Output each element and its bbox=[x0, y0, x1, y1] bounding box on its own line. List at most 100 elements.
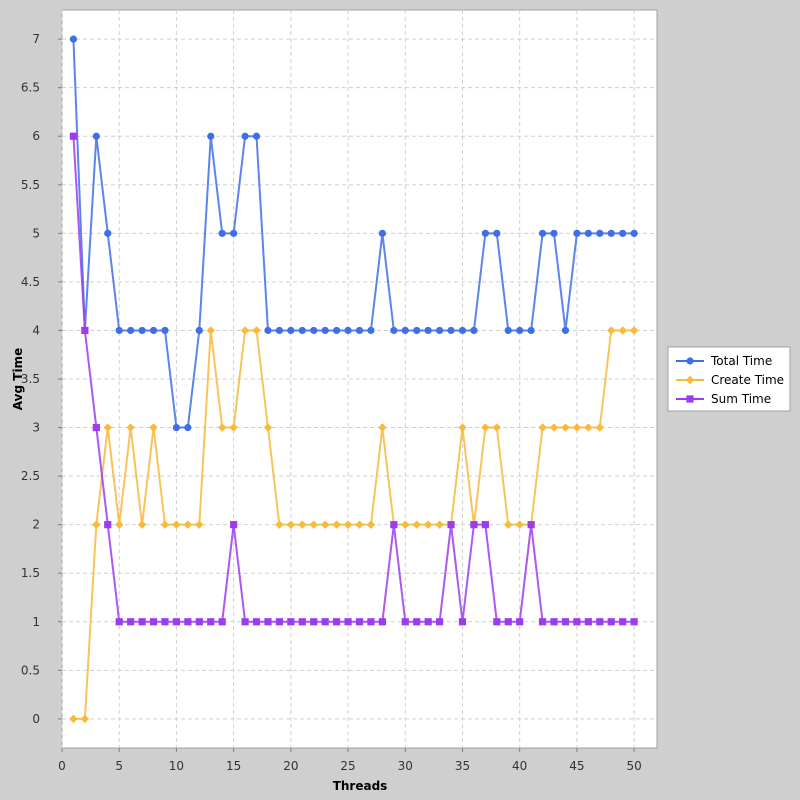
create-time-point bbox=[515, 520, 524, 529]
total-time-point bbox=[378, 229, 386, 237]
total-time-point bbox=[596, 229, 604, 237]
create-time-point bbox=[492, 423, 502, 432]
create-time-point bbox=[629, 326, 639, 335]
sum-time-point bbox=[230, 521, 238, 529]
sum-time-point bbox=[195, 618, 203, 626]
total-time-point bbox=[321, 326, 329, 335]
create-time-point bbox=[275, 520, 284, 529]
create-time-point bbox=[92, 520, 101, 529]
total-time-point bbox=[630, 229, 638, 237]
create-time-point bbox=[378, 423, 387, 432]
sum-time-point bbox=[413, 618, 421, 626]
sum-time-point bbox=[458, 618, 467, 626]
total-time-point bbox=[470, 326, 478, 335]
y-tick-label: 2.5 bbox=[21, 469, 40, 483]
sum-time-point bbox=[69, 132, 78, 140]
create-time-point bbox=[584, 423, 593, 432]
create-time-point bbox=[263, 423, 273, 432]
create-time-point bbox=[229, 423, 238, 432]
sum-time-point bbox=[447, 521, 455, 529]
total-time-point bbox=[218, 229, 226, 237]
total-time-point bbox=[161, 326, 169, 335]
sum-time-point bbox=[115, 618, 123, 626]
y-tick-label: 6 bbox=[32, 129, 40, 143]
create-time-point bbox=[298, 520, 307, 529]
create-time-point bbox=[252, 326, 261, 335]
y-tick-label: 7 bbox=[32, 32, 40, 46]
x-tick-label: 5 bbox=[115, 759, 123, 773]
y-tick-label: 6.5 bbox=[21, 81, 40, 95]
create-time-point bbox=[561, 423, 570, 432]
y-tick-label: 3.5 bbox=[21, 372, 40, 386]
total-time-point bbox=[275, 326, 284, 335]
y-tick-label: 2 bbox=[32, 518, 40, 532]
total-time-point bbox=[310, 326, 318, 335]
total-time-point bbox=[264, 326, 272, 335]
sum-time-point bbox=[275, 618, 284, 626]
total-time-point bbox=[493, 229, 501, 237]
sum-time-point bbox=[378, 618, 386, 626]
create-time-point bbox=[126, 423, 135, 432]
create-time-point bbox=[332, 520, 341, 529]
x-tick-label: 40 bbox=[512, 759, 527, 773]
total-time-point bbox=[516, 326, 524, 335]
total-time-point bbox=[584, 229, 592, 237]
create-time-point bbox=[206, 326, 215, 335]
sum-time-point bbox=[104, 521, 112, 529]
sum-time-point bbox=[298, 618, 306, 626]
sum-time-point bbox=[516, 618, 524, 626]
sum-time-point bbox=[207, 618, 215, 626]
sum-time-point bbox=[630, 618, 638, 626]
total-time-point bbox=[561, 326, 570, 335]
create-time-point bbox=[149, 423, 158, 432]
total-time-point bbox=[127, 326, 135, 335]
axes: 0 5 10 15 20 25 30 35 40 45 50 0 0.5 1 1.5 2 2.5 3 3.5 4 4.5… bbox=[21, 32, 642, 773]
sum-time-point bbox=[538, 618, 547, 626]
total-time-point bbox=[149, 326, 158, 335]
sum-time-point bbox=[561, 618, 570, 626]
legend-label: Sum Time bbox=[711, 392, 771, 406]
legend-swatch-marker bbox=[685, 375, 695, 385]
create-time-point bbox=[343, 520, 353, 529]
total-time-point bbox=[69, 35, 78, 43]
sum-time-point bbox=[619, 618, 627, 626]
legend-item-create-time: Create Time bbox=[676, 373, 784, 387]
legend-item-total-time: Total Time bbox=[676, 354, 772, 368]
create-time-point bbox=[572, 423, 582, 432]
create-time-point bbox=[115, 520, 124, 529]
create-time-point bbox=[366, 520, 376, 529]
sum-time-point bbox=[584, 618, 592, 626]
legend-swatch-marker bbox=[686, 357, 694, 365]
sum-time-point bbox=[92, 423, 100, 432]
total-time-point bbox=[573, 229, 581, 237]
create-time-point bbox=[355, 520, 364, 529]
create-time-point bbox=[607, 326, 616, 335]
x-tick-label: 0 bbox=[58, 759, 66, 773]
y-tick-label: 4.5 bbox=[21, 275, 40, 289]
sum-time-point bbox=[287, 618, 295, 626]
sum-time-point bbox=[138, 618, 146, 626]
x-axis-title: Threads bbox=[333, 779, 388, 793]
total-time-point bbox=[184, 423, 192, 432]
sum-time-point bbox=[424, 618, 432, 626]
create-time-point bbox=[183, 520, 193, 529]
y-tick-label: 3 bbox=[32, 421, 40, 435]
total-time-point bbox=[104, 229, 112, 237]
create-time-point bbox=[423, 520, 433, 529]
x-tick-label: 25 bbox=[340, 759, 355, 773]
total-time-point bbox=[435, 326, 444, 335]
total-time-point bbox=[172, 423, 181, 432]
create-time-point bbox=[137, 520, 147, 529]
legend-label: Total Time bbox=[710, 354, 772, 368]
sum-time-point bbox=[355, 618, 364, 626]
sum-time-point bbox=[81, 326, 89, 335]
sum-time-point bbox=[149, 618, 158, 626]
total-time-point bbox=[619, 229, 627, 237]
sum-time-point bbox=[264, 618, 272, 626]
total-time-point bbox=[527, 326, 535, 335]
sum-time-point bbox=[252, 618, 261, 626]
sum-time-point bbox=[241, 618, 249, 626]
sum-time-point bbox=[493, 618, 501, 626]
sum-time-point bbox=[321, 618, 329, 626]
sum-time-point bbox=[161, 618, 169, 626]
